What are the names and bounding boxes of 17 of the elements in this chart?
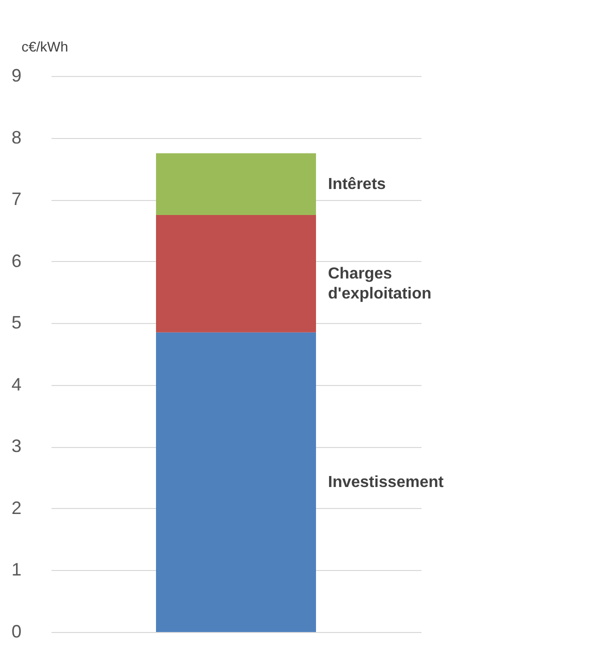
y-tick-label: 9 (11, 66, 22, 86)
series-label: Investissement (328, 474, 444, 492)
y-tick-label: 6 (11, 250, 22, 271)
y-axis-title: c€/kWh (22, 38, 68, 54)
bar (156, 153, 316, 215)
bar (156, 332, 316, 632)
series-label: Charges d'exploitation (328, 266, 432, 303)
y-tick-label: 0 (11, 622, 22, 642)
y-tick-label: 2 (11, 498, 22, 518)
y-tick-label: 3 (11, 436, 22, 456)
y-tick-label: 8 (11, 127, 22, 148)
series-label: Intêrets (328, 176, 386, 194)
y-tick-label: 7 (11, 189, 22, 210)
y-tick-label: 1 (11, 560, 22, 580)
y-tick-label: 4 (11, 374, 22, 394)
y-tick-label: 5 (11, 312, 22, 333)
bar (156, 215, 316, 332)
